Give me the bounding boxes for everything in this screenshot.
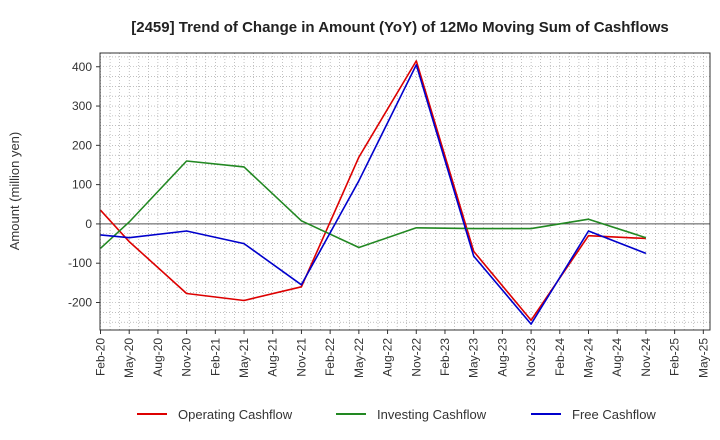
x-tick-label: Feb-20 [94, 338, 108, 376]
chart-title: [2459] Trend of Change in Amount (YoY) o… [131, 19, 669, 36]
x-tick-label: Feb-22 [323, 338, 337, 376]
y-tick-label: 300 [72, 99, 92, 113]
x-tick-label: May-21 [237, 338, 251, 378]
y-tick-label: -200 [68, 295, 92, 309]
x-tick-label: Feb-25 [668, 338, 682, 376]
y-tick-label: 400 [72, 60, 92, 74]
y-axis-label: Amount (million yen) [7, 132, 22, 251]
x-tick-label: Nov-22 [409, 338, 423, 377]
legend-label: Operating Cashflow [178, 407, 293, 422]
x-tick-label: May-24 [582, 338, 596, 378]
legend: Operating Cashflow Investing Cashflow Free… [137, 407, 656, 422]
x-tick-label: Aug-24 [610, 338, 624, 377]
x-tick-label: May-23 [467, 338, 481, 378]
y-tick-label: 100 [72, 178, 92, 192]
x-tick-label: Aug-23 [495, 338, 509, 377]
y-tick-label: 200 [72, 138, 92, 152]
x-tick-label: Nov-23 [524, 338, 538, 377]
x-tick-label: Feb-24 [553, 338, 567, 376]
grid [100, 53, 710, 330]
plot-area-border [99, 52, 711, 331]
y-tick-label: 0 [85, 217, 92, 231]
series-lines [99, 60, 647, 325]
x-tick-label: Aug-21 [266, 338, 280, 377]
y-tick-labels: 400 300 200 100 0 -100 -200 [68, 60, 100, 309]
x-tick-label: Nov-24 [639, 338, 653, 377]
series-line-free-cashflow [100, 64, 647, 325]
series-line-investing-cashflow [99, 160, 647, 249]
x-tick-label: Aug-22 [381, 338, 395, 377]
y-tick-label: -100 [68, 256, 92, 270]
x-tick-label: Aug-20 [151, 338, 165, 377]
x-tick-label: Nov-21 [294, 338, 308, 377]
x-tick-label: May-25 [696, 338, 710, 378]
x-tick-label: May-22 [352, 338, 366, 378]
legend-label: Free Cashflow [572, 407, 656, 422]
x-tick-label: Nov-20 [180, 338, 194, 377]
x-tick-label: Feb-23 [438, 338, 452, 376]
legend-label: Investing Cashflow [377, 407, 487, 422]
series-line-operating-cashflow [99, 60, 646, 322]
x-tick-labels: Feb-20 May-20 Aug-20 Nov-20 Feb-21 May-21 Aug-… [94, 330, 710, 378]
x-tick-label: May-20 [122, 338, 136, 378]
x-tick-label: Feb-21 [208, 338, 222, 376]
